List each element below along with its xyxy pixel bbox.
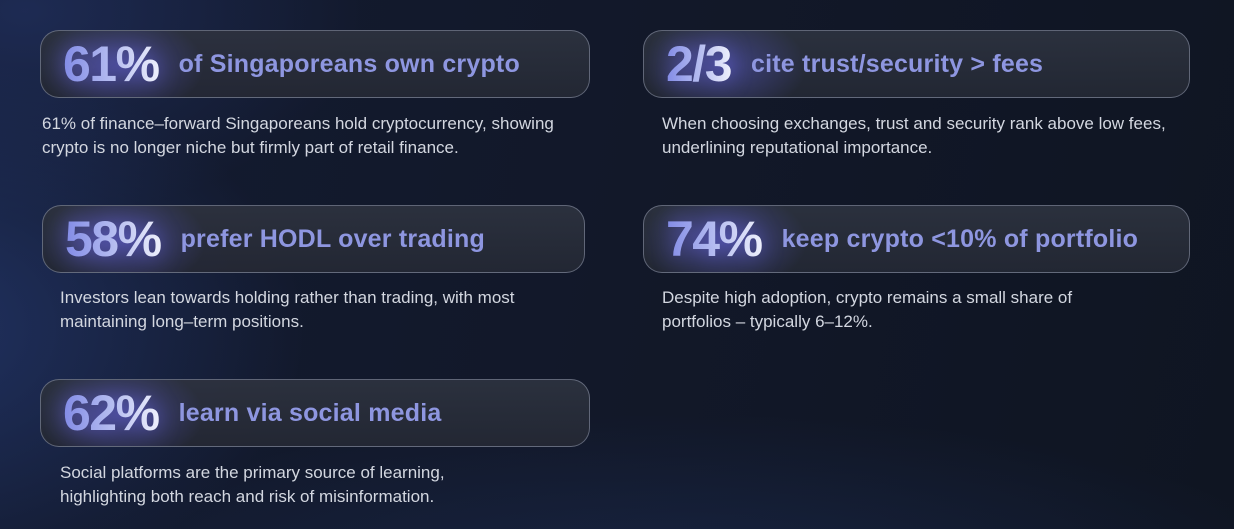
stat-card-hodl: 58% prefer HODL over trading xyxy=(42,205,585,273)
stat-card-own-crypto: 61% of Singaporeans own crypto xyxy=(40,30,590,98)
stat-description: Investors lean towards holding rather th… xyxy=(60,288,515,331)
stat-value: 58% xyxy=(65,211,162,267)
stat-value: 2/3 xyxy=(666,36,733,92)
stat-description: 61% of finance–forward Singaporeans hold… xyxy=(42,114,554,157)
stat-headline: prefer HODL over trading xyxy=(180,224,485,253)
stat-headline: learn via social media xyxy=(178,398,442,427)
stat-card-trust-security: 2/3 cite trust/security > fees xyxy=(643,30,1190,98)
stat-description: Social platforms are the primary source … xyxy=(60,463,445,506)
stat-value: 61% xyxy=(63,36,160,92)
stat-value: 74% xyxy=(666,211,763,267)
stat-headline: of Singaporeans own crypto xyxy=(178,49,520,78)
stat-description: Despite high adoption, crypto remains a … xyxy=(662,288,1073,331)
stat-description: When choosing exchanges, trust and secur… xyxy=(662,114,1166,157)
stat-card-social-learning: 62% learn via social media xyxy=(40,379,590,447)
stat-card-portfolio-share: 74% keep crypto <10% of portfolio xyxy=(643,205,1190,273)
stat-headline: cite trust/security > fees xyxy=(751,49,1044,78)
stat-headline: keep crypto <10% of portfolio xyxy=(781,224,1139,253)
stat-value: 62% xyxy=(63,385,160,441)
